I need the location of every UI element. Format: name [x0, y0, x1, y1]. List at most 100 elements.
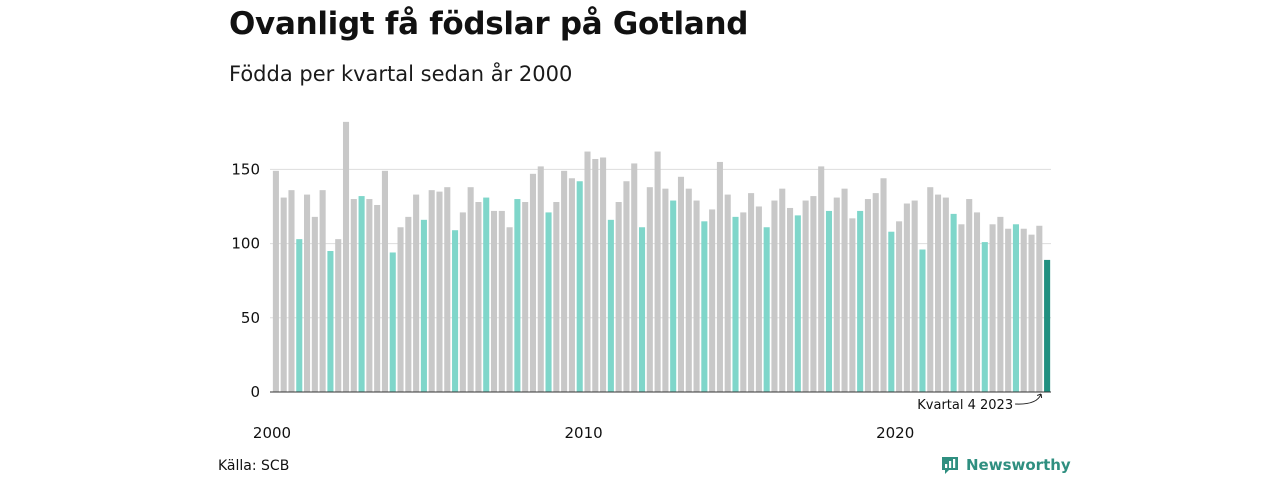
bar — [709, 209, 716, 392]
bar — [537, 166, 544, 392]
bar — [288, 190, 295, 392]
bar — [748, 193, 755, 392]
bar — [444, 187, 451, 392]
bar — [927, 187, 934, 392]
bar — [872, 193, 879, 392]
bar — [1020, 228, 1027, 392]
bar — [272, 170, 279, 392]
x-tick-label: 2000 — [253, 424, 291, 442]
bar — [389, 252, 396, 392]
bar — [475, 202, 482, 392]
bar — [724, 194, 731, 392]
bar — [607, 219, 614, 392]
bar — [950, 213, 957, 392]
bar — [1028, 234, 1035, 392]
bar — [864, 199, 871, 392]
bar — [701, 221, 708, 392]
bar — [1036, 225, 1043, 392]
y-axis-ticks: 0 50 100 150 — [231, 160, 260, 401]
bar — [420, 219, 427, 392]
bar — [693, 200, 700, 392]
bar — [576, 181, 583, 392]
bar — [685, 188, 692, 392]
bar — [381, 170, 388, 392]
bar — [366, 199, 373, 392]
bar — [903, 203, 910, 392]
bar — [631, 163, 638, 392]
bar — [670, 200, 677, 392]
bar — [677, 176, 685, 392]
chart-title: Ovanligt få födslar på Gotland — [229, 6, 749, 42]
bar — [779, 188, 786, 392]
bar — [911, 200, 918, 392]
newsworthy-logo-icon — [942, 457, 958, 474]
bar — [958, 224, 965, 392]
chart-subtitle: Födda per kvartal sedan år 2000 — [229, 62, 573, 86]
bar — [825, 210, 833, 392]
bar — [568, 178, 575, 392]
bar — [296, 239, 303, 392]
bar — [498, 210, 505, 392]
bar — [350, 199, 357, 392]
bar — [514, 199, 521, 392]
bar — [436, 191, 443, 392]
bar — [615, 202, 622, 392]
brand-name: Newsworthy — [966, 456, 1071, 474]
bar — [1012, 224, 1019, 392]
bar — [833, 197, 840, 392]
bar — [490, 210, 498, 392]
bar — [997, 216, 1004, 392]
bar — [374, 204, 381, 392]
bar — [1005, 228, 1012, 392]
bar — [522, 202, 529, 392]
bar — [327, 251, 334, 392]
bar — [981, 242, 988, 392]
bar — [623, 181, 630, 392]
annotation: Kvartal 4 2023 — [917, 393, 1043, 413]
bar — [452, 230, 459, 392]
bar — [763, 227, 770, 392]
source-note: Källa: SCB — [218, 458, 290, 474]
bar-latest — [1044, 259, 1051, 392]
bar — [919, 249, 926, 392]
bar — [716, 161, 723, 392]
bar — [553, 202, 560, 392]
bar — [794, 215, 801, 392]
y-tick-label: 0 — [250, 383, 260, 401]
brand-logo: Newsworthy — [940, 455, 1071, 475]
bar — [973, 212, 981, 392]
bar — [311, 216, 318, 392]
bar — [342, 121, 350, 393]
y-tick-label: 50 — [241, 309, 260, 327]
bar — [787, 207, 794, 392]
bar — [638, 227, 646, 392]
bar — [935, 194, 942, 392]
bar — [966, 199, 973, 392]
bar — [304, 194, 311, 392]
x-tick-label: 2010 — [565, 424, 603, 442]
bar — [740, 212, 747, 392]
bar — [483, 197, 490, 392]
bar — [857, 210, 864, 392]
bar — [841, 188, 848, 392]
bar — [506, 227, 513, 392]
bar — [335, 239, 342, 392]
x-axis-ticks: 2000 2010 2020 — [253, 424, 914, 442]
bar — [654, 151, 661, 392]
bar — [467, 187, 474, 392]
bar — [888, 231, 895, 392]
bar — [397, 227, 404, 392]
bar — [849, 218, 856, 392]
bar — [989, 224, 996, 392]
annotation-arrow — [1015, 393, 1043, 405]
bar — [600, 157, 607, 392]
bar — [459, 212, 466, 392]
bar — [561, 170, 568, 392]
bar — [662, 188, 669, 392]
bar — [592, 158, 599, 392]
y-tick-label: 100 — [231, 235, 260, 253]
bar — [428, 190, 435, 392]
bar — [280, 197, 287, 392]
bar — [880, 178, 887, 392]
